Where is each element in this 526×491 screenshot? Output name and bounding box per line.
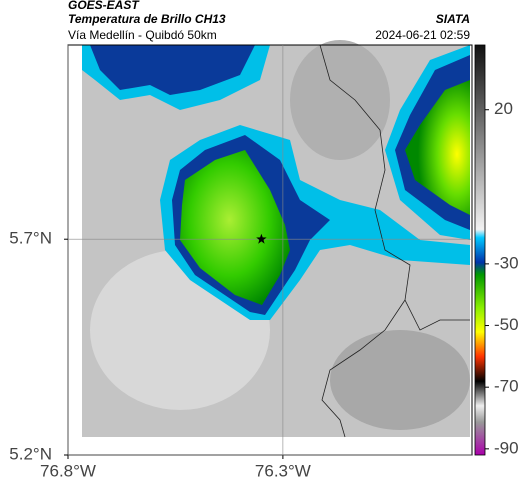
x-tick-label: 76.3°W [255,461,311,480]
x-tick-label: 76.8°W [40,461,96,480]
y-tick-label: 5.2°N [9,444,52,463]
colorbar-tick-label: -50 [494,315,519,334]
agency: SIATA [436,12,470,26]
source: GOES-EAST [68,0,140,12]
colorbar-tick-label: 20 [494,99,513,118]
colorbar-tick-label: -90 [494,438,519,457]
colorbar [474,44,486,456]
colorbar-tick-label: -30 [494,253,519,272]
imagery [68,40,472,455]
colorbar-tick-label: -70 [494,377,519,396]
subtitle: Vía Medellín - Quibdó 50km [68,28,217,42]
station-marker [256,233,267,244]
y-tick-label: 5.7°N [9,229,52,248]
datetime: 2024-06-21 02:59 [375,28,470,42]
title: Temperatura de Brillo CH13 [68,12,226,26]
